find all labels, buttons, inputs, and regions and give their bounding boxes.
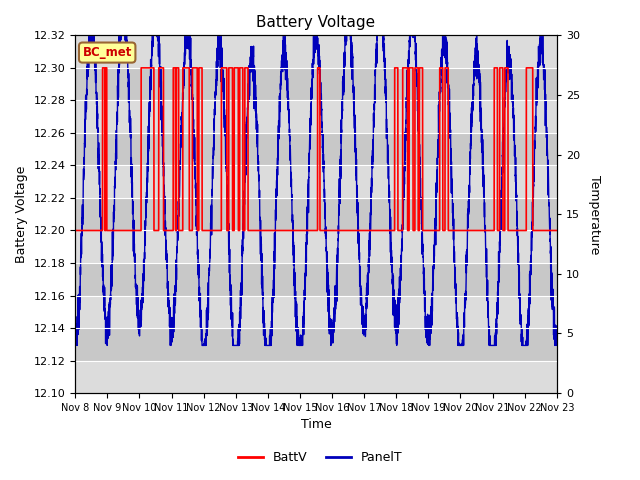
- Bar: [76, 328, 557, 360]
- Bar: [76, 36, 557, 68]
- Bar: [76, 100, 557, 133]
- Bar: [76, 133, 557, 166]
- Bar: [76, 263, 557, 296]
- Bar: [76, 68, 557, 100]
- Bar: [76, 360, 557, 393]
- Y-axis label: Temperature: Temperature: [588, 175, 601, 254]
- Bar: [76, 166, 557, 198]
- Bar: [76, 230, 557, 263]
- Y-axis label: Battery Voltage: Battery Voltage: [15, 166, 28, 263]
- Bar: [76, 296, 557, 328]
- Legend: BattV, PanelT: BattV, PanelT: [232, 446, 408, 469]
- Bar: [76, 198, 557, 230]
- Title: Battery Voltage: Battery Voltage: [257, 15, 376, 30]
- X-axis label: Time: Time: [301, 419, 332, 432]
- Text: BC_met: BC_met: [83, 46, 132, 59]
